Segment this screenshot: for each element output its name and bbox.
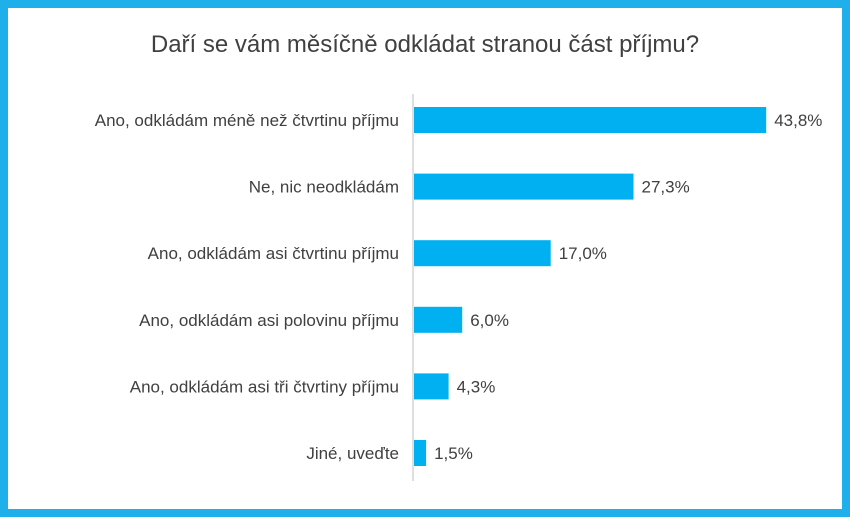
data-label-3: 6,0% (470, 311, 509, 330)
data-label-2: 17,0% (559, 244, 607, 263)
category-label-3: Ano, odkládám asi polovinu příjmu (139, 311, 399, 330)
category-label-5: Jiné, uveďte (306, 444, 399, 463)
category-label-4: Ano, odkládám asi tři čtvrtiny příjmu (130, 377, 399, 396)
data-label-0: 43,8% (774, 111, 822, 130)
data-label-4: 4,3% (457, 377, 496, 396)
category-label-2: Ano, odkládám asi čtvrtinu příjmu (148, 244, 399, 263)
chart-title: Daří se vám měsíčně odkládat stranou čás… (151, 31, 699, 58)
bar-4 (414, 373, 449, 400)
bar-2 (414, 240, 551, 267)
bar-0 (414, 107, 767, 133)
bar-1 (414, 173, 634, 200)
bar-5 (414, 440, 427, 466)
data-label-1: 27,3% (642, 178, 690, 197)
bars-group: Ano, odkládám méně než čtvrtinu příjmu 43… (95, 107, 822, 466)
category-label-1: Ne, nic neodkládám (249, 178, 399, 197)
data-label-5: 1,5% (434, 444, 473, 463)
category-label-0: Ano, odkládám méně než čtvrtinu příjmu (95, 111, 399, 130)
bar-3 (414, 306, 463, 333)
